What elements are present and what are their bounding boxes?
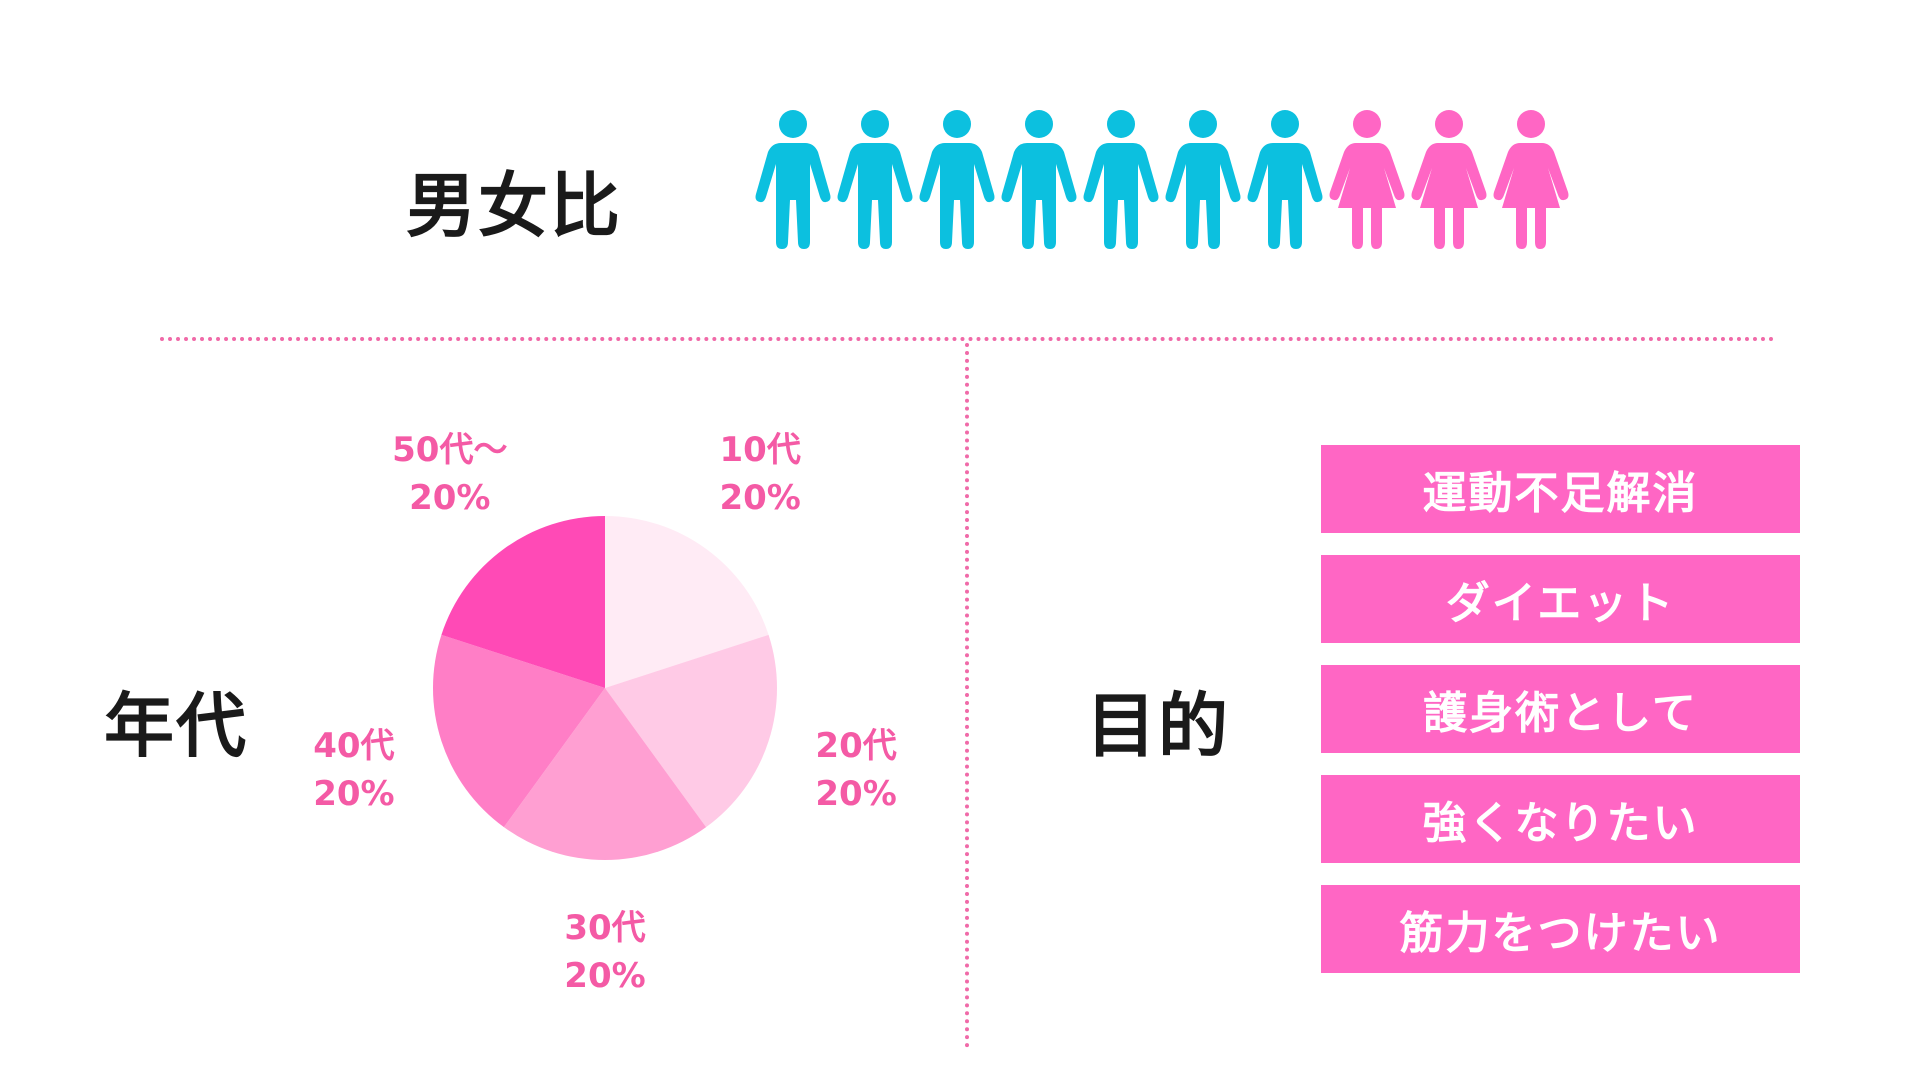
man-icon [1244,108,1326,250]
gender-ratio-people [752,108,1572,250]
man-icon [1162,108,1244,250]
pie-label-category: 30代 [564,908,646,948]
man-icon [916,108,998,250]
purpose-item: 強くなりたい [1321,775,1800,863]
horizontal-divider [160,337,1775,341]
pie-label: 10代 20% [680,426,840,522]
pie-label: 50代〜 20% [370,426,530,522]
pie-label-category: 10代 [719,430,801,471]
purpose-list: 運動不足解消 ダイエット護身術として 強くなりたい 筋力をつけたい [1321,445,1800,995]
pie-label: 30代 20% [525,904,685,1000]
purpose-item: ダイエット [1321,555,1800,643]
pie-label: 20代 20% [776,722,936,818]
man-icon [752,108,834,250]
pie-label-value: 20% [564,956,646,996]
pie-slice [432,634,605,828]
age-title: 年代 [104,685,248,767]
man-icon [1080,108,1162,250]
vertical-divider [965,343,969,1048]
woman-icon [1490,108,1572,250]
pie-slice [441,516,605,688]
woman-icon [1326,108,1408,250]
gender-ratio-title: 男女比 [406,165,622,247]
pie-label-value: 20% [313,773,395,814]
man-icon [834,108,916,250]
purpose-title: 目的 [1086,685,1230,767]
pie-label-category: 50代〜 [392,430,508,471]
pie-slice [605,516,769,688]
purpose-item: 護身術として [1321,665,1800,753]
pie-slice [503,688,707,860]
pie-label-value: 20% [409,478,491,519]
woman-icon [1408,108,1490,250]
pie-label-value: 20% [815,773,897,814]
purpose-item: 運動不足解消 [1321,445,1800,533]
pie-label: 40代 20% [274,722,434,818]
man-icon [998,108,1080,250]
pie-label-category: 20代 [815,725,897,766]
purpose-item: 筋力をつけたい [1321,885,1800,973]
pie-label-value: 20% [719,478,801,519]
pie-slice [605,634,777,828]
pie-label-category: 40代 [313,725,395,766]
